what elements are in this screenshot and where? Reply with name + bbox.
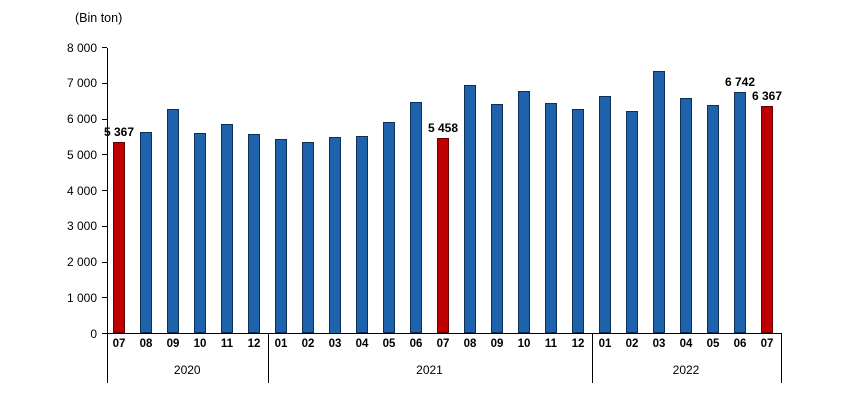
y-axis-tick-label: 1 000 xyxy=(66,290,97,305)
bar-2021-10 xyxy=(518,90,530,334)
bar-value-label-2020-07: 5 367 xyxy=(103,124,135,139)
bar-2022-05 xyxy=(707,105,719,334)
x-tick-label-2021-10: 10 xyxy=(517,338,531,350)
x-tick-label-2021-02: 02 xyxy=(301,338,315,350)
bar-2021-04 xyxy=(356,136,368,334)
y-axis-tick xyxy=(102,118,107,120)
bar-2020-10 xyxy=(194,132,206,334)
bar-2021-11 xyxy=(545,102,557,334)
bar-2020-12 xyxy=(248,133,260,334)
y-axis-tick xyxy=(102,47,107,48)
bar-2021-09 xyxy=(491,104,503,334)
x-tick-label-2021-06: 06 xyxy=(409,338,423,350)
x-tick-label-2020-09: 09 xyxy=(166,338,180,350)
bar-2021-12 xyxy=(572,108,584,334)
bar-2021-05 xyxy=(383,121,395,334)
year-label-2021: 2021 xyxy=(416,363,443,377)
x-tick-label-2021-01: 01 xyxy=(274,338,288,350)
bar-value-label-2022-06: 6 742 xyxy=(724,75,756,90)
bar-2022-02 xyxy=(626,111,638,334)
x-axis-group-divider xyxy=(267,333,269,383)
y-axis-tick xyxy=(102,333,107,334)
x-tick-label-2021-09: 09 xyxy=(490,338,504,350)
x-tick-label-2020-11: 11 xyxy=(220,338,234,350)
y-axis-tick-label: 5 000 xyxy=(66,147,97,162)
x-axis-line xyxy=(107,333,782,334)
x-tick-label-2020-07: 07 xyxy=(112,338,126,350)
bar-2022-04 xyxy=(680,97,692,334)
y-axis-tick xyxy=(102,154,107,156)
bar-2022-06 xyxy=(734,92,746,334)
year-label-2022: 2022 xyxy=(672,363,700,377)
bar-2021-01 xyxy=(275,138,287,334)
y-axis-tick-label: 4 000 xyxy=(66,183,97,198)
x-tick-label-2021-05: 05 xyxy=(382,338,396,350)
x-tick-label-2022-05: 05 xyxy=(706,338,720,350)
x-tick-label-2021-11: 11 xyxy=(544,338,558,350)
bar-2020-07 xyxy=(113,141,125,334)
bar-2021-08 xyxy=(464,85,476,334)
bar-2021-07 xyxy=(437,138,449,334)
x-tick-label-2022-07: 07 xyxy=(760,338,774,350)
x-tick-label-2020-12: 12 xyxy=(247,338,261,350)
bar-2021-03 xyxy=(329,136,341,334)
x-tick-label-2022-03: 03 xyxy=(652,338,666,350)
x-tick-label-2020-10: 10 xyxy=(193,338,207,350)
y-axis-tick-label: 0 xyxy=(90,326,97,341)
y-axis-line xyxy=(107,47,108,335)
bar-2021-02 xyxy=(302,141,314,334)
y-axis-tick xyxy=(102,82,107,84)
bar-2022-07 xyxy=(761,105,773,334)
x-tick-label-2021-12: 12 xyxy=(571,338,585,350)
x-tick-label-2022-01: 01 xyxy=(598,338,612,350)
bar-2021-06 xyxy=(410,101,422,334)
x-tick-label-2022-04: 04 xyxy=(679,338,693,350)
x-tick-label-2022-02: 02 xyxy=(625,338,639,350)
year-label-2020: 2020 xyxy=(173,363,201,377)
x-axis-group-divider xyxy=(780,333,782,383)
x-tick-label-2021-08: 08 xyxy=(463,338,477,350)
x-tick-label-2021-07: 07 xyxy=(436,338,450,350)
x-axis-group-divider xyxy=(107,333,108,383)
y-axis-tick xyxy=(102,261,107,263)
x-tick-label-2022-06: 06 xyxy=(733,338,747,350)
x-axis-group-divider xyxy=(591,333,593,383)
bar-2020-09 xyxy=(167,108,179,334)
bar-2020-08 xyxy=(140,132,152,334)
bar-2022-01 xyxy=(599,96,611,334)
y-axis-tick-label: 3 000 xyxy=(66,219,97,234)
y-axis-tick xyxy=(102,225,107,227)
y-axis-tick xyxy=(102,190,107,191)
unit-label: (Bin ton) xyxy=(75,11,123,25)
bar-value-label-2021-07: 5 458 xyxy=(427,121,459,136)
y-axis-tick xyxy=(102,297,107,299)
bar-value-label-2022-07: 6 367 xyxy=(751,88,783,103)
bar-2022-03 xyxy=(653,71,665,334)
y-axis-tick-label: 2 000 xyxy=(66,255,97,269)
y-axis-tick-label: 7 000 xyxy=(66,76,97,91)
x-tick-label-2021-03: 03 xyxy=(328,338,342,350)
y-axis-tick-label: 8 000 xyxy=(66,40,97,55)
y-axis-tick-label: 6 000 xyxy=(66,112,97,126)
bar-2020-11 xyxy=(221,124,233,334)
x-tick-label-2020-08: 08 xyxy=(139,338,153,350)
x-tick-label-2021-04: 04 xyxy=(355,338,369,350)
